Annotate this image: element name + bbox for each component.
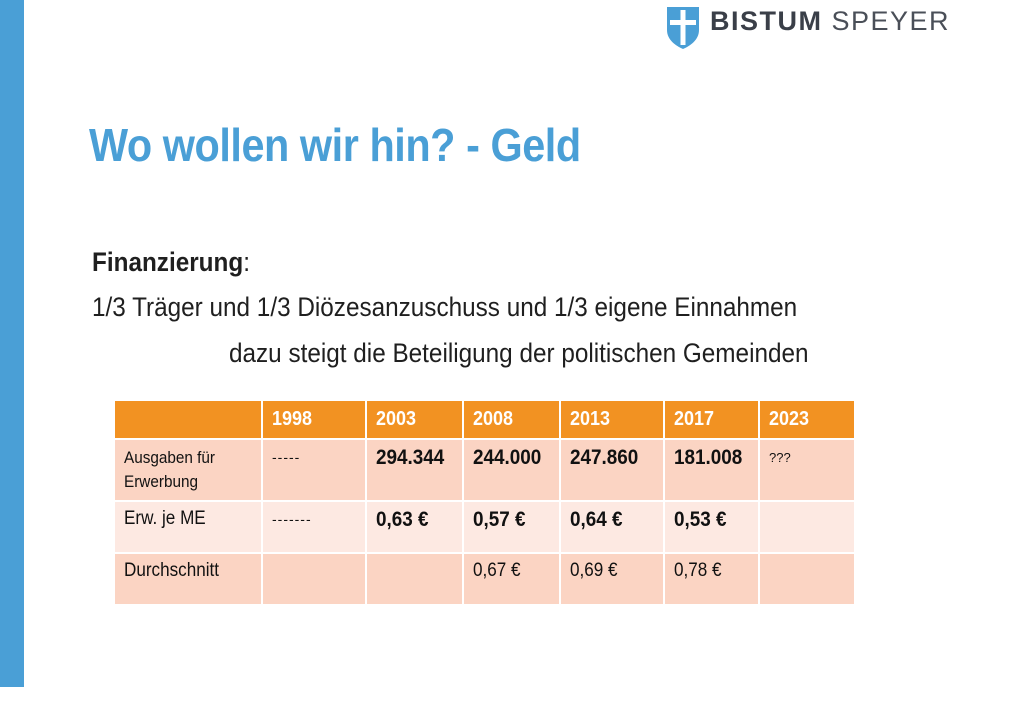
page-title: Wo wollen wir hin? - Geld [89,119,581,171]
financing-colon: : [243,247,250,277]
table-cell: 247.860 [559,438,665,502]
finance-table: 1998 2003 2008 2013 2017 2023 Ausgaben f… [113,399,856,606]
header-cell: 2013 [559,399,665,440]
table-row: Durchschnitt 0,67 € 0,69 € 0,78 € [113,552,856,606]
table-cell: 244.000 [462,438,561,502]
header-cell: 1998 [261,399,367,440]
left-accent-bar [0,0,24,687]
table-cell: 0,53 € [663,500,760,554]
financing-heading: Finanzierung: [92,247,250,278]
table-cell: 0,64 € [559,500,665,554]
header-cell: 2008 [462,399,561,440]
table-cell: ----- [261,438,367,502]
table-cell [758,500,856,554]
table-row: Ausgaben für Erwerbung ----- 294.344 244… [113,438,856,502]
table-cell: 0,67 € [462,552,561,606]
row-label: Erw. je ME [113,500,263,554]
table-cell: 0,69 € [559,552,665,606]
table-header-row: 1998 2003 2008 2013 2017 2023 [113,399,856,440]
header-cell: 2017 [663,399,760,440]
table-cell: 294.344 [365,438,464,502]
financing-line-1: 1/3 Träger und 1/3 Diözesanzuschuss und … [92,292,798,322]
table-cell: 0,78 € [663,552,760,606]
row-label: Ausgaben für Erwerbung [113,438,263,502]
table-cell: 0,63 € [365,500,464,554]
bistum-speyer-logo: BISTUM SPEYER [666,6,950,50]
header-cell: 2023 [758,399,856,440]
row-label: Durchschnitt [113,552,263,606]
table-cell [758,552,856,606]
table-cell [365,552,464,606]
table-cell: ------- [261,500,367,554]
shield-cross-icon [667,7,699,49]
financing-line-2: dazu steigt die Beteiligung der politisc… [229,338,809,368]
header-cell: 2003 [365,399,464,440]
table-cell: ??? [758,438,856,502]
logo-word-speyer: SPEYER [831,5,951,36]
financing-label: Finanzierung [92,247,244,277]
table-cell [261,552,367,606]
header-cell [113,399,263,440]
logo-word-bistum: BISTUM [710,5,823,36]
logo-wordmark: BISTUM SPEYER [710,6,950,37]
table-row: Erw. je ME ------- 0,63 € 0,57 € 0,64 € … [113,500,856,554]
table-cell: 0,57 € [462,500,561,554]
table-cell: 181.008 [663,438,760,502]
